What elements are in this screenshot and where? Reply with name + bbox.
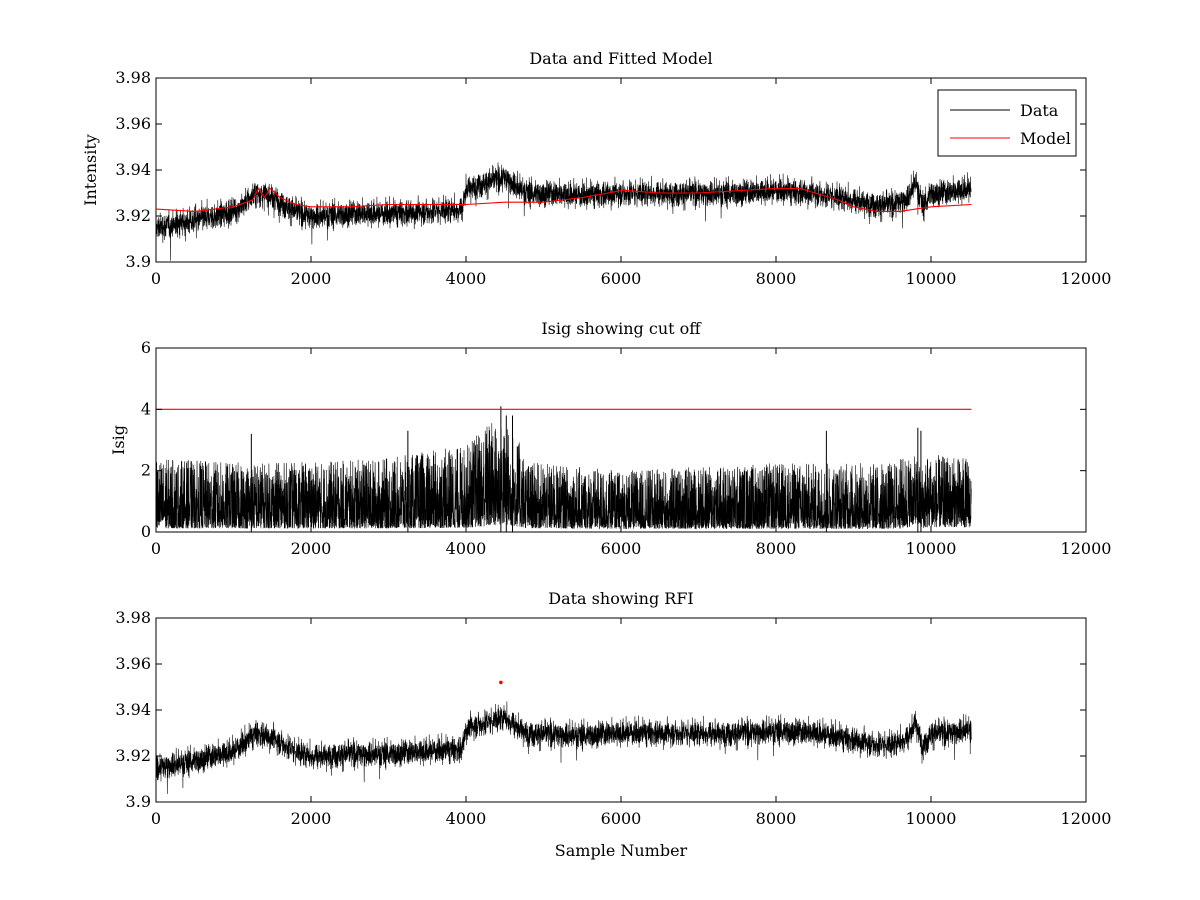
y-tick-label: 3.98: [115, 68, 151, 87]
y-tick-label: 3.98: [115, 608, 151, 627]
y-tick-label: 3.94: [115, 700, 151, 719]
y-tick-label: 3.94: [115, 160, 151, 179]
x-tick-label: 12000: [1061, 269, 1112, 288]
y-axis-label: Intensity: [81, 134, 100, 206]
y-tick-label: 3.96: [115, 114, 151, 133]
x-tick-label: 8000: [756, 809, 797, 828]
x-tick-label: 6000: [601, 809, 642, 828]
y-tick-label: 3.9: [126, 792, 151, 811]
x-tick-label: 6000: [601, 269, 642, 288]
subplot-1: 0 2000 4000 6000 8000 10000 12000 3.9 3.92 3.94 3.…: [81, 49, 1111, 288]
subplot-2: 0 2000 4000 6000 8000 10000 12000 0 2 4 6 Isig show…: [109, 319, 1111, 558]
y-tick-label: 3.9: [126, 252, 151, 271]
x-tick-label: 8000: [756, 539, 797, 558]
chart-title: Data showing RFI: [548, 589, 693, 608]
rfi-marker: [499, 680, 503, 685]
y-tick-label: 0: [141, 522, 151, 541]
x-tick-label: 4000: [446, 539, 487, 558]
y-tick-label: 6: [141, 338, 151, 357]
y-tick-label: 2: [141, 461, 151, 480]
legend-label-data: Data: [1020, 101, 1059, 120]
x-tick-label: 4000: [446, 809, 487, 828]
y-axis-label: Isig: [109, 425, 128, 455]
x-tick-label: 10000: [906, 269, 957, 288]
x-tick-label: 8000: [756, 269, 797, 288]
x-tick-label: 0: [151, 539, 161, 558]
chart-title: Isig showing cut off: [541, 319, 702, 338]
y-tick-label: 3.92: [115, 206, 151, 225]
plot-area: [156, 680, 972, 794]
x-tick-label: 10000: [906, 539, 957, 558]
subplot-3: 0 2000 4000 6000 8000 10000 12000 3.9 3.92 3.94 3.…: [115, 589, 1111, 860]
x-tick-label: 2000: [291, 269, 332, 288]
plot-area: [156, 406, 972, 532]
x-tick-label: 0: [151, 269, 161, 288]
y-tick-label: 3.96: [115, 654, 151, 673]
chart-title: Data and Fitted Model: [529, 49, 712, 68]
series-signal: [156, 423, 972, 530]
x-tick-label: 10000: [906, 809, 957, 828]
legend-label-model: Model: [1020, 129, 1071, 148]
x-tick-label: 2000: [291, 809, 332, 828]
x-tick-label: 4000: [446, 269, 487, 288]
x-tick-label: 2000: [291, 539, 332, 558]
x-tick-label: 0: [151, 809, 161, 828]
subplot-panels: 0 2000 4000 6000 8000 10000 120003.93.923.943.…: [81, 49, 1111, 860]
series-model-line: [156, 187, 972, 212]
legend: Data Model: [937, 89, 1077, 157]
y-tick-label: 4: [141, 399, 151, 418]
legend-box: [937, 89, 1077, 157]
x-tick-label: 12000: [1061, 539, 1112, 558]
x-tick-label: 12000: [1061, 809, 1112, 828]
series-data: [156, 162, 972, 261]
x-tick-label: 6000: [601, 539, 642, 558]
x-axis-label: Sample Number: [555, 841, 688, 860]
series-signal: [156, 701, 972, 794]
y-tick-label: 3.92: [115, 746, 151, 765]
plot-area: [156, 162, 972, 261]
